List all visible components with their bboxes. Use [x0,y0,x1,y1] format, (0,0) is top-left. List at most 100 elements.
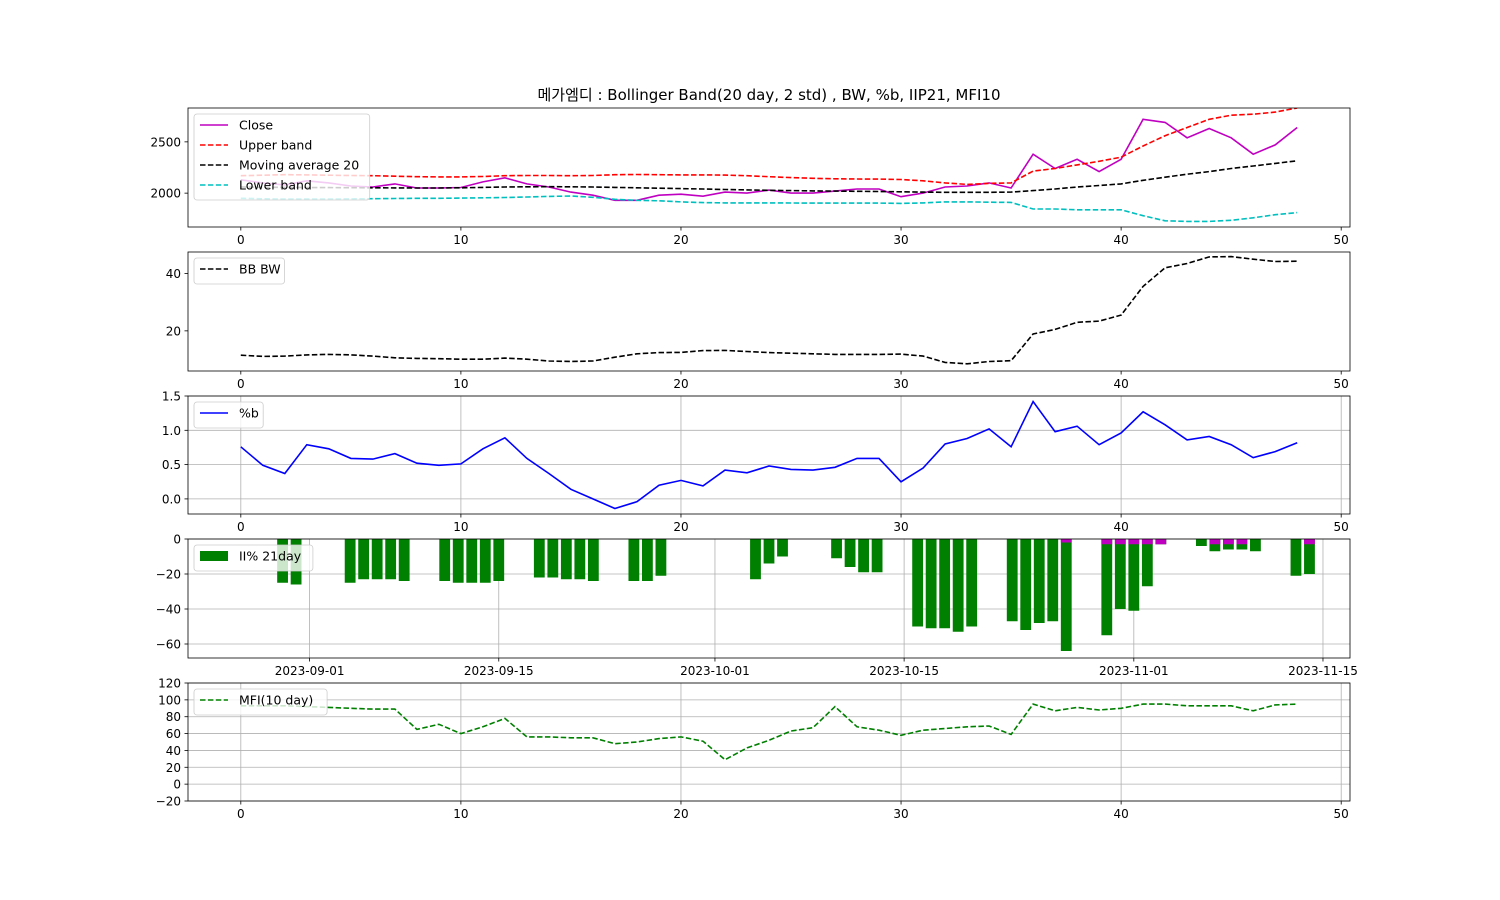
y-tick-label: −20 [156,568,181,582]
iip-positive-bar [1128,539,1140,545]
iip-bar [858,539,869,573]
iip-bar [1060,539,1072,651]
x-tick-label: 2023-10-15 [869,664,939,678]
iip-positive-bar [1101,539,1113,545]
y-tick-label: 2000 [150,187,181,201]
x-tick-label: 50 [1334,807,1349,821]
x-tick-label: 50 [1334,377,1349,391]
iip-positive-bar [1222,539,1234,545]
x-tick-label: 30 [893,520,908,534]
legend-box [193,688,328,716]
iip-bar [452,539,464,583]
panel-3: 0 10 20 30 40 50 0.0 0.5 1.0 1.5 %b [162,390,1351,534]
iip-bar [1128,539,1140,611]
iip-bar [493,539,505,581]
y-tick-label: −60 [156,638,181,652]
x-tick-label: 20 [673,807,688,821]
y-tick-label: 0 [173,778,181,792]
legend-label: Upper band [239,138,312,153]
iip-bar [1209,539,1221,552]
iip-bar [533,539,545,578]
panel-2: 0 10 20 30 40 50 20 40 BB BW [166,251,1351,391]
series-line-bb-bw [240,255,1298,365]
iip-bar [1141,539,1153,587]
panel-4: 2023-09-01 2023-09-15 2023-10-01 2023-10-15… [156,533,1358,679]
iip-bar [1020,539,1032,630]
figure-title: 메가엠디 : Bollinger Band(20 day, 2 std) , B… [537,86,1000,104]
iip-positive-bar [1141,539,1153,545]
x-tick-label: 50 [1334,520,1349,534]
iip-bar [655,539,667,576]
y-tick-label: 1.0 [162,424,181,438]
x-tick-label: 20 [673,520,688,534]
y-tick-label: 20 [166,761,181,775]
series-line-lower-band [240,195,1298,223]
y-tick-label: 40 [166,267,181,281]
iip-bar [1290,539,1302,576]
iip-bar [925,539,937,629]
series-line-mfi-10-day- [240,703,1298,761]
iip-positive-bar [1304,539,1315,545]
iip-bar [587,539,599,581]
axes-frame [187,682,1351,802]
x-tick-label: 2023-09-15 [464,664,534,678]
x-tick-label: 2023-09-01 [275,664,345,678]
legend-label: %b [239,406,259,421]
iip-bar [371,539,383,580]
iip-positive-bar [1114,539,1126,545]
iip-bar [628,539,640,581]
y-tick-label: −20 [156,795,181,809]
x-tick-label: 40 [1113,807,1128,821]
plot-area [240,255,1298,365]
iip-bar [1304,539,1315,574]
iip-bar [344,539,356,583]
x-tick-label: 20 [673,233,688,247]
y-tick-label: 100 [158,693,181,707]
x-tick-label: 20 [673,377,688,391]
iip-bar [1047,539,1059,622]
iip-bar [844,539,856,567]
plot-area [240,108,1298,223]
x-tick-label: 10 [453,520,468,534]
y-tick-label: 60 [166,727,181,741]
iip-bar [777,539,788,557]
iip-bar [1006,539,1018,622]
series-line-moving-average-20 [240,160,1298,194]
iip-positive-bar [1060,539,1072,543]
x-tick-label: 30 [893,233,908,247]
x-tick-label: 30 [893,807,908,821]
y-tick-label: 0.0 [162,492,181,506]
x-tick-label: 2023-10-01 [680,664,750,678]
y-tick-label: 40 [166,744,181,758]
iip-positive-bar [1236,539,1248,545]
iip-bar [871,539,883,573]
x-tick-label: 0 [237,807,245,821]
y-tick-label: 120 [158,677,181,691]
iip-bar [966,539,978,627]
y-tick-label: 2500 [150,135,181,149]
iip-positive-bar [1155,539,1167,545]
iip-positive-bar [1209,539,1221,545]
x-tick-label: 10 [453,233,468,247]
y-tick-label: 1.5 [162,390,181,404]
iip-bar [466,539,478,583]
legend-swatch [200,551,228,561]
iip-bar [831,539,842,559]
iip-bar [763,539,775,564]
x-tick-label: 30 [893,377,908,391]
iip-bar [385,539,397,580]
series-line--b [240,399,1298,510]
y-tick-label: 20 [166,324,181,338]
legend-label: II% 21day [239,549,302,564]
iip-bar [1250,539,1261,552]
legend-box [193,257,285,285]
x-tick-label: 0 [237,377,245,391]
legend-label: Lower band [239,178,312,193]
iip-bar [1195,539,1207,546]
iip-bar [912,539,924,627]
x-tick-label: 10 [453,807,468,821]
y-tick-label: 0 [173,533,181,547]
y-tick-label: 0.5 [162,458,181,472]
iip-bar [939,539,951,629]
